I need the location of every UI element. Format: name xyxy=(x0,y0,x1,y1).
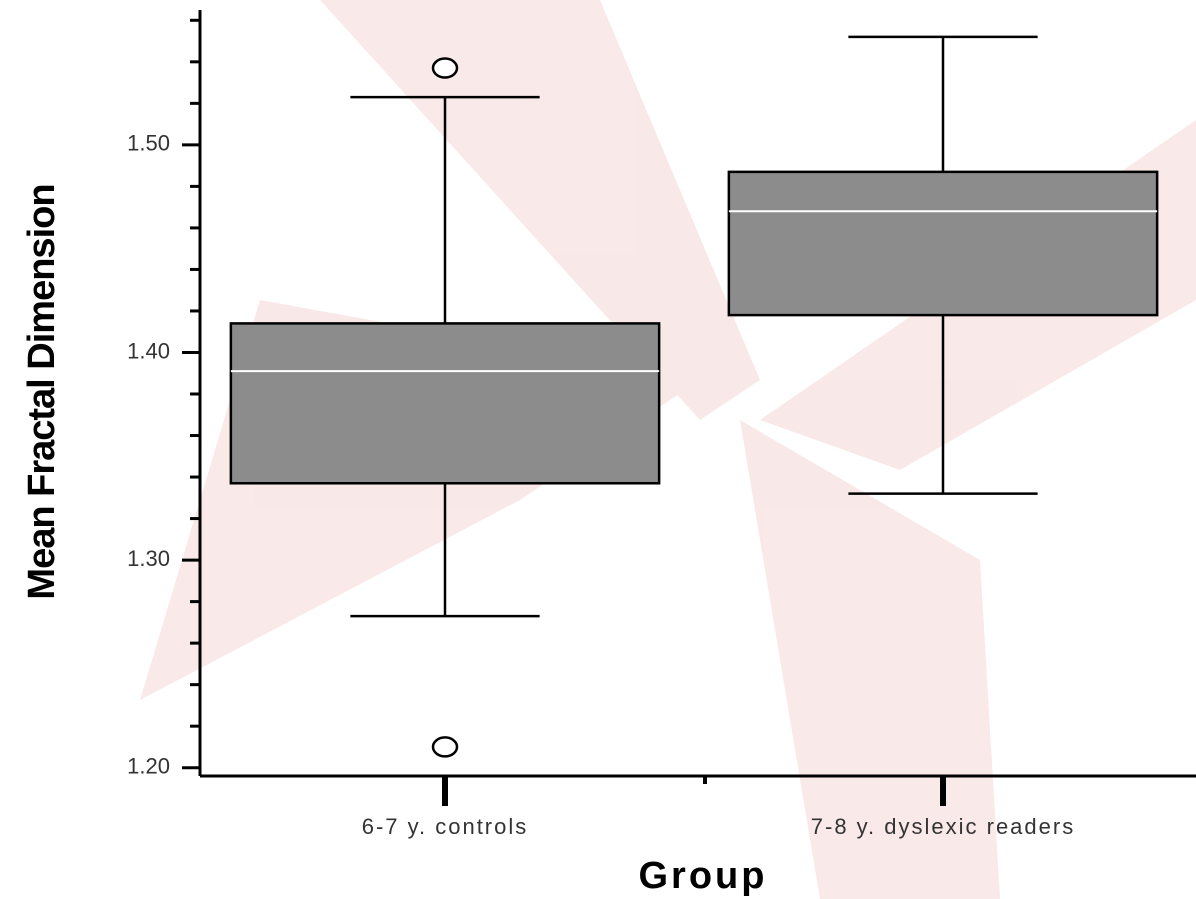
x-axis-label: Group xyxy=(639,855,768,897)
x-tick-label: 6-7 y. controls xyxy=(362,814,529,839)
outlier xyxy=(433,59,457,78)
y-tick-label: 1.30 xyxy=(127,546,170,571)
y-tick-label: 1.40 xyxy=(127,338,170,363)
box xyxy=(231,323,659,483)
box xyxy=(729,172,1157,315)
y-tick-label: 1.50 xyxy=(127,131,170,156)
chart: Mean Fractal Dimension Group 1.20 1.30 1.4… xyxy=(0,0,1196,899)
outlier xyxy=(433,737,457,756)
y-tick-label: 1.20 xyxy=(127,754,170,779)
x-tick-label: 7-8 y. dyslexic readers xyxy=(811,814,1075,839)
y-axis-label: Mean Fractal Dimension xyxy=(21,184,63,599)
